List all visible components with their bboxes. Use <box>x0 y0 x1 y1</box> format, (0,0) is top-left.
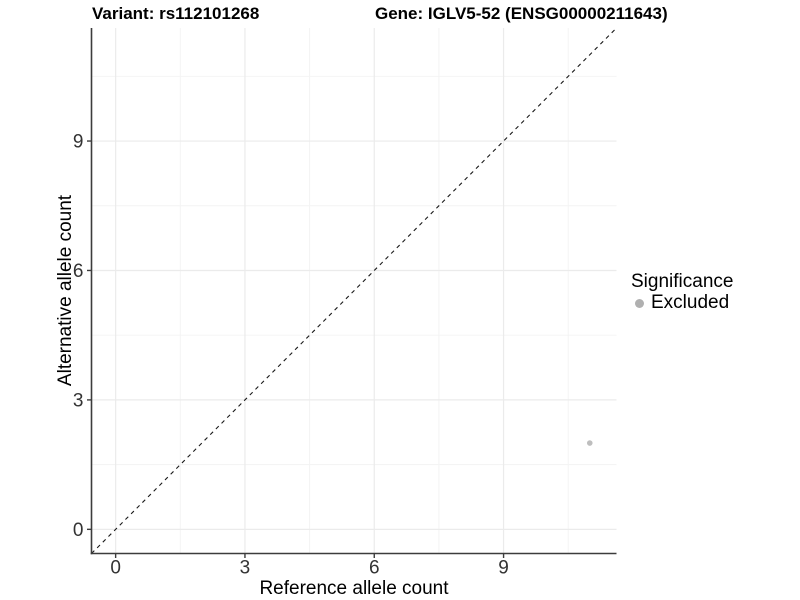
x-tick-label: 3 <box>240 558 251 579</box>
y-tick-label: 3 <box>73 390 84 411</box>
excluded-point-icon <box>635 298 644 308</box>
x-tick-label: 0 <box>110 558 121 579</box>
legend: Significance Excluded <box>631 271 733 313</box>
y-tick-label: 9 <box>73 132 84 153</box>
identity-dashed-line <box>91 27 617 554</box>
legend-item-label: Excluded <box>651 292 730 313</box>
legend-item-excluded: Excluded <box>631 293 733 313</box>
y-axis-title: Alternative allele count <box>55 194 76 386</box>
plot-title-variant: Variant: rs112101268 <box>92 4 260 23</box>
y-tick-label: 0 <box>73 520 84 541</box>
x-axis-title: Reference allele count <box>259 578 449 599</box>
x-tick-label: 6 <box>369 558 380 579</box>
data-point <box>586 440 593 446</box>
y-tick-label: 6 <box>73 261 84 282</box>
x-tick-label: 9 <box>498 558 509 579</box>
plot-title-gene: Gene: IGLV5-52 (ENSG00000211643) <box>375 4 668 23</box>
plot-panel: 0 3 6 9 0 3 6 9 <box>73 27 617 579</box>
legend-title: Significance <box>631 271 734 292</box>
